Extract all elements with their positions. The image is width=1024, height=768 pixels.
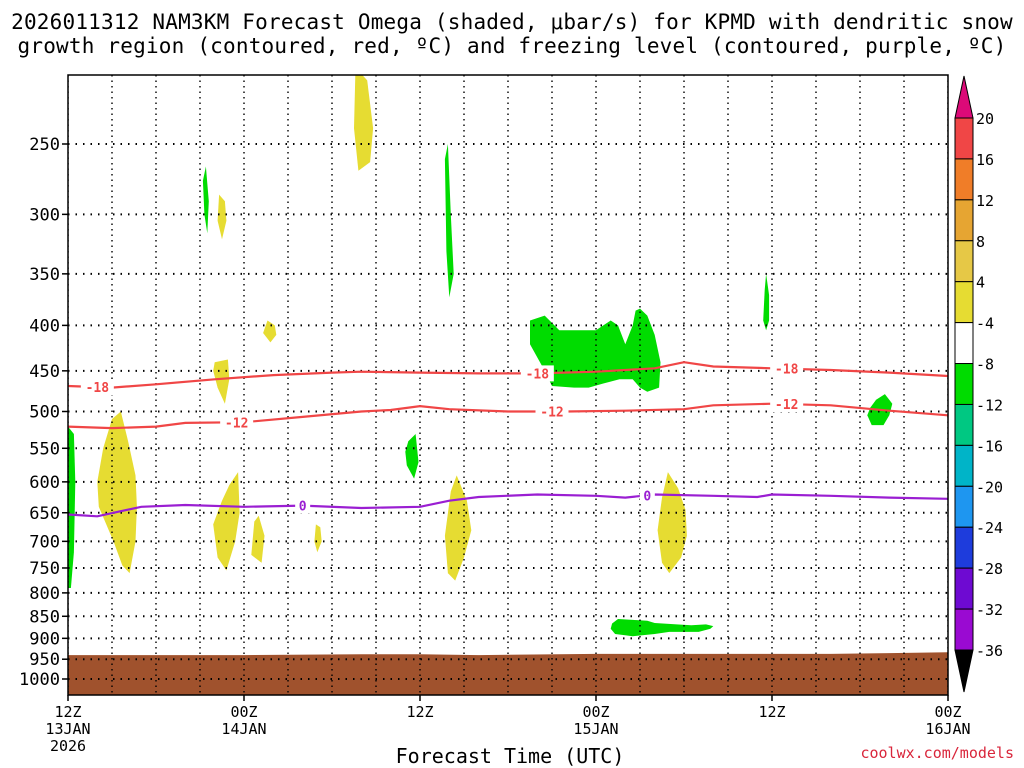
y-tick-label-550: 550	[29, 439, 60, 459]
contour-label-bg	[770, 396, 804, 413]
colorbar-label-1: 16	[976, 151, 994, 169]
colorbar-label-4: 4	[976, 274, 985, 292]
contour-label--18-1: -18	[526, 367, 550, 382]
omega-region-0-5	[213, 472, 240, 571]
contour-label-bg	[770, 360, 804, 377]
x-tick-label-36-1: 15JAN	[573, 720, 618, 738]
colorbar-label-10: -24	[976, 519, 1003, 537]
contour-label-0-1: 0	[643, 489, 651, 504]
omega-region-1-5	[763, 273, 770, 331]
colorbar-label-13: -36	[976, 642, 1003, 660]
omega-region-0-8	[444, 475, 472, 581]
x-tick-label-12-0: 00Z	[230, 703, 257, 721]
contour-label-bg	[80, 379, 114, 396]
x-tick-label-0-0: 12Z	[54, 703, 81, 721]
omega-region-1-7	[610, 619, 714, 637]
x-tick-label-0-1: 13JAN	[45, 720, 90, 738]
x-axis-title: Forecast Time (UTC)	[395, 744, 625, 768]
colorbar-label-8: -16	[976, 437, 1003, 455]
plot-area: -18 -18 -18 -12 -12 -12 0 0	[68, 75, 948, 695]
y-tick-label-800: 800	[29, 584, 60, 604]
contour-label--12-0: -12	[225, 416, 248, 431]
contour-label--18-0: -18	[86, 381, 110, 396]
ground-fill	[68, 652, 948, 695]
y-tick-label-1000: 1000	[19, 670, 60, 690]
colorbar-segment-5	[954, 322, 974, 365]
omega-region-0-3	[213, 359, 230, 404]
omega-region-0-1	[217, 194, 227, 240]
x-tick-label-60-1: 16JAN	[925, 720, 970, 738]
y-tick-label-350: 350	[29, 265, 60, 285]
colorbar-segment-4	[954, 281, 974, 324]
x-tick-label-60-0: 00Z	[934, 703, 961, 721]
colorbar-label-6: -8	[976, 356, 994, 374]
colorbar-segment-9	[954, 485, 974, 528]
y-tick-label-700: 700	[29, 532, 60, 552]
colorbar-label-12: -32	[976, 601, 1003, 619]
x-tick-label-36-0: 00Z	[582, 703, 609, 721]
contour-label-bg	[535, 403, 569, 420]
omega-region-0-7	[314, 524, 322, 553]
contour-label-bg	[295, 497, 311, 514]
omega-region-0-2	[263, 320, 277, 343]
y-tick-label-850: 850	[29, 607, 60, 627]
omega-region-1-2	[405, 434, 419, 479]
contour-label--12-2: -12	[775, 398, 798, 413]
chart-title-line-2: growth region (contoured, red, ºC) and f…	[17, 34, 1007, 58]
colorbar-segment-0	[954, 117, 974, 160]
omega-region-0-6	[251, 515, 265, 563]
y-tick-label-650: 650	[29, 504, 60, 524]
contour-label--18-2: -18	[775, 363, 799, 378]
colorbar-segment-6	[954, 363, 974, 405]
omega-region-0-9	[657, 472, 687, 574]
chart-title-line-1: 2026011312 NAM3KM Forecast Omega (shaded…	[11, 10, 1013, 34]
colorbar-segment-8	[954, 444, 974, 487]
colorbar-label-9: -20	[976, 478, 1003, 496]
colorbar-label-3: 8	[976, 233, 985, 251]
colorbar-bottom-arrow	[954, 649, 974, 693]
omega-region-0-4	[97, 411, 137, 574]
omega-region-0-0	[354, 75, 374, 171]
x-tick-label-48-0: 12Z	[758, 703, 785, 721]
y-tick-label-900: 900	[29, 629, 60, 649]
y-tick-label-400: 400	[29, 316, 60, 336]
colorbar-label-11: -28	[976, 560, 1003, 578]
colorbar-label-0: 20	[976, 110, 994, 128]
y-tick-label-300: 300	[29, 205, 60, 225]
colorbar-segment-10	[954, 526, 974, 569]
colorbar-label-7: -12	[976, 396, 1003, 414]
colorbar-label-5: -4	[976, 315, 994, 333]
colorbar-segment-11	[954, 567, 974, 610]
contour-label-bg	[639, 487, 655, 504]
contour-label-bg	[220, 414, 254, 431]
omega-region-1-1	[444, 144, 454, 298]
omega-region-1-3	[68, 426, 76, 588]
y-tick-label-600: 600	[29, 473, 60, 493]
contour-0	[68, 493, 948, 518]
x-tick-label-12-1: 14JAN	[221, 720, 266, 738]
y-tick-label-950: 950	[29, 650, 60, 670]
contour-label--12-1: -12	[540, 406, 563, 421]
contour-label-bg	[520, 365, 554, 382]
y-tick-label-500: 500	[29, 403, 60, 423]
x-tick-label-24-0: 12Z	[406, 703, 433, 721]
y-tick-label-250: 250	[29, 135, 60, 155]
colorbar-segment-3	[954, 240, 974, 283]
colorbar-segment-2	[954, 199, 974, 242]
colorbar-top-arrow	[954, 75, 974, 119]
colorbar-segment-12	[954, 608, 974, 651]
contour--12	[68, 402, 948, 430]
omega-region-1-0	[202, 166, 209, 234]
colorbar-segment-1	[954, 158, 974, 201]
contour-label-0-0: 0	[299, 500, 307, 515]
y-tick-label-750: 750	[29, 559, 60, 579]
x-tick-label-0-2: 2026	[50, 737, 86, 755]
y-tick-label-450: 450	[29, 362, 60, 382]
site-credit: coolwx.com/models	[860, 744, 1014, 762]
colorbar-label-2: 12	[976, 192, 994, 210]
plot-frame	[67, 74, 949, 696]
colorbar-segment-7	[954, 403, 974, 446]
